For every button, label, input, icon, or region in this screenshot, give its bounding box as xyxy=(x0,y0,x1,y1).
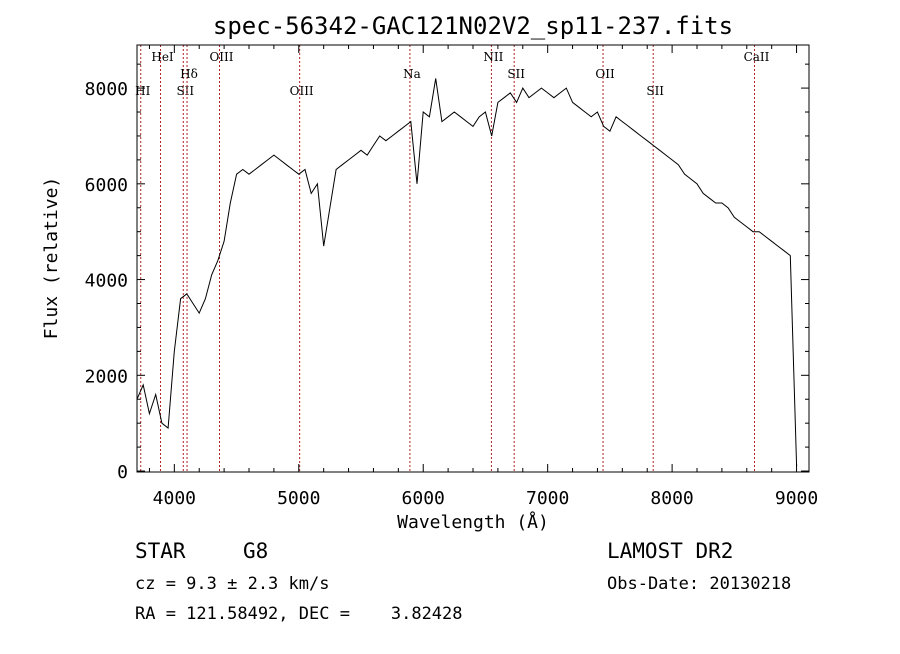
flux-series xyxy=(136,78,798,467)
x-tick-label-0: 4000 xyxy=(153,488,196,509)
survey-name: LAMOST DR2 xyxy=(607,539,734,563)
y-axis-label: Flux (relative) xyxy=(41,177,62,340)
line-marker-label-7: NII xyxy=(483,50,503,64)
x-tick-label-3: 7000 xyxy=(526,488,569,509)
subclass: G8 xyxy=(243,539,269,563)
line-marker-label-5: OIII xyxy=(290,84,314,98)
redshift-readout: cz = 9.3 ± 2.3 km/s xyxy=(135,574,330,594)
line-marker-label-8: SII xyxy=(507,67,525,81)
y-axis-ticks: 0 2000 4000 6000 8000 xyxy=(85,63,809,483)
line-marker-label-10: SII xyxy=(646,84,664,98)
line-marker-label-9: OII xyxy=(595,67,615,81)
obs-date: Obs-Date: 20130218 xyxy=(607,574,792,594)
y-tick-label-4: 8000 xyxy=(85,79,128,100)
x-axis-label: Wavelength (Å) xyxy=(397,511,549,533)
emission-line-markers: HI HeI SII Hδ OIII OIII Na NII SII OII SII CaII xyxy=(135,45,770,472)
line-marker-label-6: Na xyxy=(403,67,421,81)
x-tick-label-4: 8000 xyxy=(650,488,693,509)
y-tick-label-2: 4000 xyxy=(85,271,128,292)
y-tick-label-3: 6000 xyxy=(85,175,128,196)
x-tick-label-1: 5000 xyxy=(277,488,320,509)
object-class: STAR xyxy=(135,539,186,563)
line-marker-label-4: OIII xyxy=(209,50,233,64)
x-tick-label-2: 6000 xyxy=(402,488,445,509)
line-marker-label-0: HI xyxy=(135,84,150,98)
line-marker-label-11: CaII xyxy=(744,50,770,64)
spectrum-line-0 xyxy=(136,78,798,467)
chart-title: spec-56342-GAC121N02V2_sp11-237.fits xyxy=(213,12,733,40)
plot-frame xyxy=(136,44,810,473)
y-tick-label-1: 2000 xyxy=(85,366,128,387)
x-axis-ticks: 4000 5000 6000 7000 8000 9000 xyxy=(148,45,818,509)
line-marker-label-2: SII xyxy=(176,84,194,98)
x-tick-label-5: 9000 xyxy=(775,488,818,509)
line-marker-label-3: Hδ xyxy=(180,67,198,81)
coordinates: RA = 121.58492, DEC = 3.82428 xyxy=(135,604,463,624)
y-tick-label-0: 0 xyxy=(117,462,128,483)
line-marker-label-1: HeI xyxy=(151,50,174,64)
